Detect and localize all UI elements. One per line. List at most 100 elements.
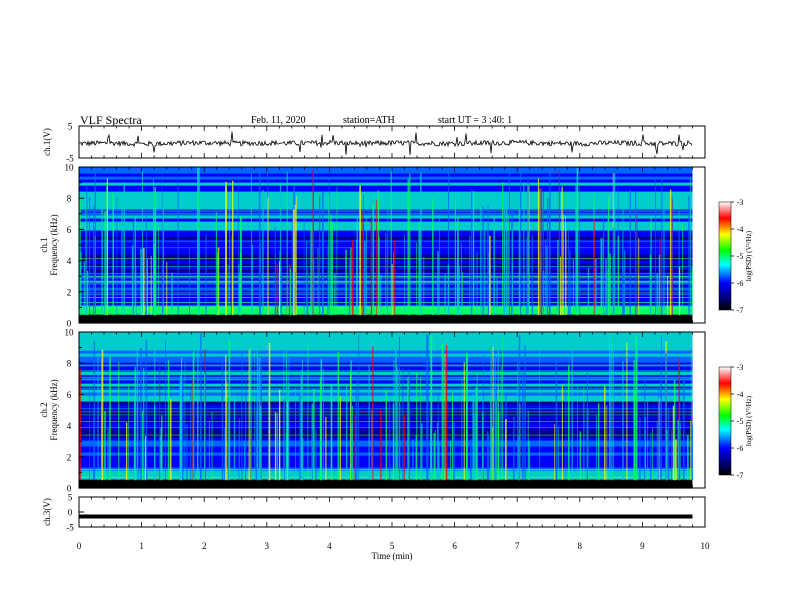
ch2-spectrogram-band	[79, 356, 693, 360]
ch2-spectrogram-channel-label: ch.2	[39, 402, 49, 417]
cbtick-label-ch1-spectrogram-0: -3	[737, 198, 744, 207]
start-time-label: start UT = 3 :40: 1	[438, 115, 513, 126]
ch2-spectrogram-colorbar	[718, 366, 732, 476]
ytick-label-ch1-spectrogram-1: 2	[67, 287, 72, 297]
ytick-label-ch3-waveform-2: -5	[66, 523, 74, 533]
ch2-spectrogram-band	[79, 377, 693, 381]
ch2-spectrogram-band	[79, 374, 693, 378]
ch2-spectrogram-band	[79, 353, 693, 357]
ch1-spectrogram-colorbar	[718, 201, 732, 311]
ch3-waveform-ylabel: ch.3(V)	[42, 498, 52, 526]
ch2-spectrogram-colorbar-label: log(PSD) (V²/Hz)	[745, 395, 753, 446]
cbtick-label-ch2-spectrogram-1: -4	[737, 390, 744, 399]
ch1-spectrogram-band	[79, 173, 693, 177]
ch1-spectrogram-band	[79, 314, 693, 318]
ch1-spectrogram-band	[79, 215, 693, 219]
ch2-spectrogram-ylabel: Frequency (kHz)	[49, 379, 59, 440]
ch1-spectrogram-band	[79, 182, 693, 186]
xtick-label-2: 2	[202, 541, 207, 551]
ytick-label-ch1-waveform-1: -5	[66, 154, 74, 164]
ch2-spectrogram-band	[79, 332, 693, 336]
ch1-spectrogram-band	[79, 194, 693, 198]
ytick-label-ch1-spectrogram-5: 10	[65, 163, 75, 173]
ch1-spectrogram-band	[79, 176, 693, 180]
ch1-spectrogram-band	[79, 218, 693, 222]
cbtick-label-ch1-spectrogram-2: -5	[737, 252, 744, 261]
xtick-label-6: 6	[452, 541, 457, 551]
ch1-spectrogram-ylabel: Frequency (kHz)	[49, 214, 59, 275]
ch1-spectrogram-band	[79, 197, 693, 201]
cbtick-label-ch2-spectrogram-3: -6	[737, 444, 744, 453]
cbtick-label-ch1-spectrogram-4: -7	[737, 306, 744, 315]
ch2-spectrogram-band	[79, 338, 693, 342]
xtick-label-5: 5	[390, 541, 395, 551]
ch2-spectrogram-lowband	[79, 482, 693, 488]
ch2-spectrogram-band	[79, 362, 693, 366]
ytick-label-ch1-spectrogram-0: 0	[67, 319, 72, 329]
cbtick-label-ch2-spectrogram-0: -3	[737, 363, 744, 372]
ytick-label-ch1-spectrogram-2: 4	[67, 256, 72, 266]
ch2-spectrogram-band	[79, 347, 693, 351]
ch1-spectrogram-band	[79, 170, 693, 174]
ch1-spectrogram-channel-label: ch.1	[39, 237, 49, 252]
ytick-label-ch2-spectrogram-2: 4	[67, 421, 72, 431]
ch1-waveform-ylabel: ch.1(V)	[42, 128, 52, 156]
xtick-label-4: 4	[327, 541, 332, 551]
ch1-spectrogram-band	[79, 200, 693, 204]
xtick-label-3: 3	[265, 541, 270, 551]
date-label: Feb. 11, 2020	[251, 115, 306, 126]
ch1-waveform-trace	[78, 131, 693, 156]
ytick-label-ch2-spectrogram-3: 6	[67, 390, 72, 400]
chart-title: VLF Spectra	[80, 113, 142, 127]
ch2-spectrogram-band	[79, 365, 693, 369]
ch2-spectrogram-band	[79, 344, 693, 348]
ch1-spectrogram-band	[79, 227, 693, 231]
ch2-spectrogram-band	[79, 380, 693, 384]
ytick-label-ch1-waveform-0: 5	[68, 122, 73, 132]
ch1-spectrogram-band	[79, 203, 693, 207]
xtick-label-7: 7	[515, 541, 520, 551]
ch1-spectrogram-band	[79, 221, 693, 225]
ch1-spectrogram-band	[79, 230, 693, 234]
xtick-label-9: 9	[640, 541, 645, 551]
xtick-label-8: 8	[578, 541, 583, 551]
ch1-spectrogram-band	[79, 179, 693, 183]
ch1-spectrogram-band	[79, 185, 693, 189]
ytick-label-ch3-waveform-1: 0	[68, 508, 73, 518]
xtick-label-1: 1	[139, 541, 144, 551]
ch2-spectrogram-band	[79, 335, 693, 339]
ch2-spectrogram-band	[79, 479, 693, 483]
ytick-label-ch1-spectrogram-4: 8	[67, 194, 72, 204]
ch1-spectrogram-band	[79, 191, 693, 195]
cbtick-label-ch1-spectrogram-3: -6	[737, 279, 744, 288]
ytick-label-ch1-spectrogram-3: 6	[67, 225, 72, 235]
ch1-spectrogram-band	[79, 212, 693, 216]
xtick-label-10: 10	[701, 541, 711, 551]
ytick-label-ch2-spectrogram-5: 10	[65, 328, 75, 338]
station-label: station=ATH	[343, 115, 395, 126]
cbtick-label-ch1-spectrogram-1: -4	[737, 225, 744, 234]
ch2-spectrogram-band	[79, 386, 693, 390]
ch2-spectrogram-band	[79, 350, 693, 354]
ch2-spectrogram-band	[79, 371, 693, 375]
ch1-spectrogram-band	[79, 188, 693, 192]
ch1-spectrogram-lowband	[79, 317, 693, 323]
ch1-spectrogram-band	[79, 224, 693, 228]
ch2-spectrogram-band	[79, 359, 693, 363]
cbtick-label-ch2-spectrogram-2: -5	[737, 417, 744, 426]
ytick-label-ch2-spectrogram-1: 2	[67, 452, 72, 462]
ch1-spectrogram-colorbar-label: log(PSD) (V²/Hz)	[745, 230, 753, 281]
ch2-spectrogram: 0 2 4 6 8 10 ch.2 Frequency (kHz) -3 -4 -5 -6 -7 log(…	[39, 328, 753, 494]
xtick-label-0: 0	[77, 541, 82, 551]
ytick-label-ch3-waveform-0: 5	[68, 493, 73, 503]
ch1-spectrogram-band	[79, 206, 693, 210]
ytick-label-ch2-spectrogram-0: 0	[67, 484, 72, 494]
x-axis-title: Time (min)	[372, 551, 413, 561]
ch2-spectrogram-band	[79, 383, 693, 387]
ch1-spectrogram-band	[79, 167, 693, 171]
cbtick-label-ch2-spectrogram-4: -7	[737, 471, 744, 480]
ch1-spectrogram: 0 2 4 6 8 10 ch.1 Frequency (kHz) -3 -4 -5 -6 -7 log(…	[39, 163, 753, 329]
ytick-label-ch2-spectrogram-4: 8	[67, 359, 72, 369]
ch2-spectrogram-band	[79, 341, 693, 345]
